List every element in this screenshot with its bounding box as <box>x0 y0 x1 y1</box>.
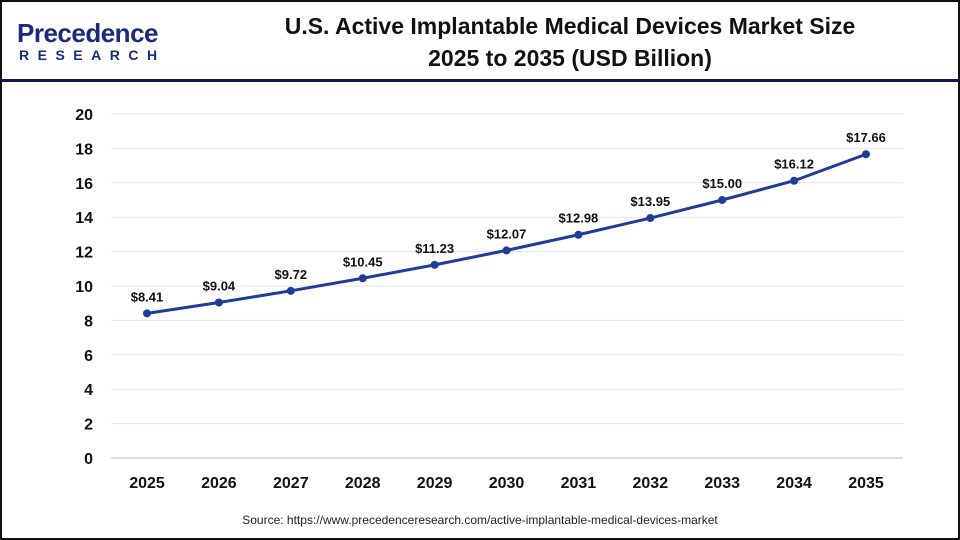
x-tick-label: 2031 <box>561 475 597 492</box>
data-point <box>790 176 799 185</box>
x-tick-label: 2030 <box>489 475 525 492</box>
y-tick-label: 6 <box>84 348 93 365</box>
data-label: $9.04 <box>203 279 236 294</box>
x-tick-label: 2028 <box>345 475 381 492</box>
y-tick-label: 10 <box>75 279 93 296</box>
data-point <box>718 196 727 204</box>
chart-title-line-1: U.S. Active Implantable Medical Devices … <box>284 13 856 39</box>
y-tick-label: 12 <box>75 245 93 262</box>
data-label: $11.23 <box>415 241 454 256</box>
x-tick-label: 2032 <box>633 475 669 492</box>
x-tick-label: 2035 <box>848 475 884 492</box>
data-label: $9.72 <box>275 267 308 282</box>
x-tick-label: 2029 <box>417 475 453 492</box>
logo-wordmark: Precedence <box>17 18 158 48</box>
y-tick-label: 0 <box>84 451 93 468</box>
x-tick-label: 2027 <box>273 475 309 492</box>
y-tick-label: 14 <box>75 210 93 227</box>
y-tick-label: 2 <box>84 417 93 434</box>
data-label: $15.00 <box>702 176 742 191</box>
y-tick-label: 8 <box>84 313 93 330</box>
data-label: $16.12 <box>774 157 814 172</box>
logo-subtitle: RESEARCH <box>19 47 166 63</box>
data-label: $12.07 <box>487 226 527 241</box>
x-tick-label: 2026 <box>201 475 237 492</box>
data-point <box>286 286 295 295</box>
data-label: $17.66 <box>846 130 886 145</box>
data-point <box>646 214 655 223</box>
data-point <box>574 230 583 239</box>
x-tick-label: 2025 <box>129 475 165 492</box>
data-label: $13.95 <box>630 194 670 209</box>
data-label: $10.45 <box>343 254 383 269</box>
y-tick-label: 4 <box>84 382 93 399</box>
x-tick-label: 2034 <box>776 475 812 492</box>
data-point <box>214 298 223 307</box>
data-point <box>143 309 151 318</box>
data-point <box>430 260 439 269</box>
data-label: $8.41 <box>131 289 164 304</box>
y-tick-label: 18 <box>75 141 93 158</box>
data-point <box>358 274 367 283</box>
chart-title: U.S. Active Implantable Medical Devices … <box>220 10 920 74</box>
header-divider <box>2 79 958 82</box>
logo: Precedence RESEARCH <box>17 18 162 66</box>
data-label: $12.98 <box>559 211 599 226</box>
data-point <box>502 246 511 255</box>
source-note: Source: https://www.precedenceresearch.c… <box>242 513 718 527</box>
data-point <box>862 150 870 159</box>
chart-title-line-2: 2025 to 2035 (USD Billion) <box>428 45 712 71</box>
x-tick-label: 2033 <box>704 475 740 492</box>
y-tick-label: 20 <box>75 107 93 124</box>
y-tick-label: 16 <box>75 176 93 193</box>
